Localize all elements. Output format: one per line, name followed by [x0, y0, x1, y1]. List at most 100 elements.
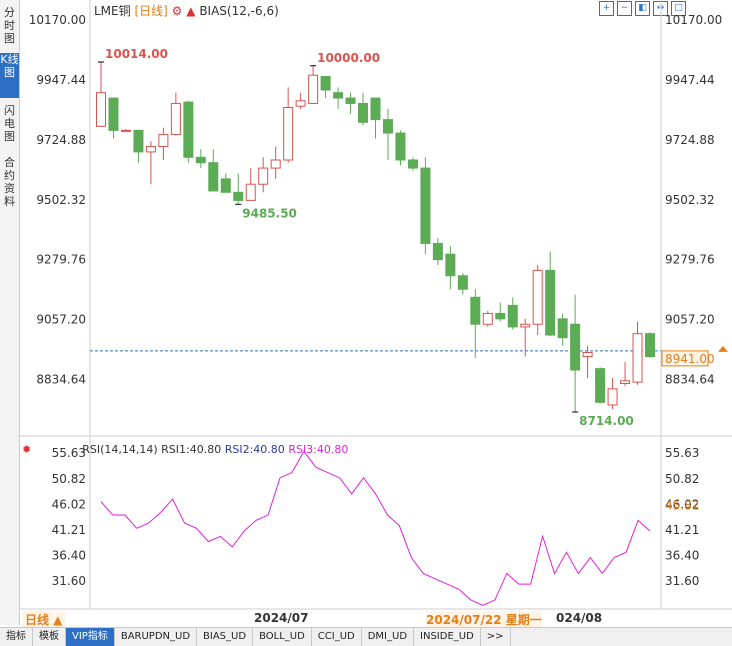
time-axis: 日线 ▲ 2024/07 2024/07/22 星期一 024/08	[19, 609, 732, 628]
candle-body[interactable]	[582, 352, 593, 358]
rsi-tick-right: 31.60	[665, 574, 699, 588]
price-tick-right: 9502.32	[665, 193, 715, 207]
candle-body[interactable]	[620, 380, 631, 384]
rsi-tick-right: 41.21	[665, 523, 699, 537]
candle-body[interactable]	[358, 102, 369, 123]
annotation-label: 8714.00	[579, 414, 634, 428]
rsi-tick-left: 55.63	[52, 446, 86, 460]
tab-inside[interactable]: INSIDE_UD	[414, 628, 481, 646]
candle-body[interactable]	[495, 312, 506, 320]
sidebar: 分时图 K线图 闪电图 合约资料	[0, 0, 20, 625]
candle-body[interactable]	[557, 318, 568, 339]
candle-body[interactable]	[183, 101, 194, 158]
candle-body[interactable]	[520, 323, 531, 328]
candle-body[interactable]	[258, 167, 269, 185]
candle-body[interactable]	[208, 162, 219, 192]
symbol-label: LME铜	[94, 4, 131, 18]
rsi-tick-left: 41.21	[52, 523, 86, 537]
candle-body[interactable]	[245, 183, 256, 201]
candle-body[interactable]	[133, 129, 144, 153]
sidebar-tab-timeshare[interactable]: 分时图	[4, 6, 15, 45]
price-chart[interactable]: 10170.00 10170.00 9947.44 9947.44 9724.88 972…	[0, 0, 732, 627]
rsi-tick-right: 36.40	[665, 548, 699, 562]
rsi-crosshair-icon[interactable]: ✹	[22, 443, 32, 456]
zoom-out-icon[interactable]: −	[617, 1, 632, 16]
tab-bias[interactable]: BIAS_UD	[197, 628, 254, 646]
period-label[interactable]: [日线]	[134, 4, 168, 18]
candle-body[interactable]	[645, 333, 655, 358]
candle-body[interactable]	[445, 253, 456, 277]
tab-boll[interactable]: BOLL_UD	[253, 628, 312, 646]
rsi2-label: RSI2:40.80	[224, 443, 285, 456]
price-tick-left: 9057.20	[36, 313, 86, 327]
sidebar-tab-contract[interactable]: 合约资料	[4, 156, 15, 208]
fullscreen-icon[interactable]: □	[671, 1, 686, 16]
sidebar-tab-kline[interactable]: K线图	[0, 53, 19, 98]
sidebar-tab-flash[interactable]: 闪电图	[4, 104, 15, 143]
candle-body[interactable]	[532, 269, 543, 325]
candle-body[interactable]	[96, 92, 106, 127]
chart-header: LME铜 [日线] ⚙ ▲ BIAS(12,-6,6)	[94, 2, 279, 19]
tab-cci[interactable]: CCI_UD	[312, 628, 362, 646]
candle-body[interactable]	[607, 388, 618, 406]
rsi-tick-right: 50.82	[665, 472, 699, 486]
candle-body[interactable]	[108, 97, 119, 131]
settings-icon[interactable]: ⚙	[171, 4, 183, 18]
candle-body[interactable]	[170, 102, 181, 135]
candle-body[interactable]	[457, 275, 468, 290]
candle-body[interactable]	[432, 242, 443, 261]
period-toggle-button[interactable]: 日线 ▲	[22, 611, 66, 628]
rsi1-label: RSI1:40.80	[161, 443, 222, 456]
price-tick-right: 10170.00	[665, 13, 722, 27]
indicator-label[interactable]: BIAS(12,-6,6)	[199, 4, 279, 18]
cursor-date: 2024/07/22 星期一	[426, 611, 542, 628]
pan-icon[interactable]: ◧	[635, 1, 650, 16]
candle-body[interactable]	[407, 159, 418, 169]
rsi1-line[interactable]	[100, 450, 651, 606]
price-tick-left: 9279.76	[36, 253, 86, 267]
date-tick-2: 024/08	[556, 611, 603, 625]
candle-body[interactable]	[632, 333, 643, 383]
candle-body[interactable]	[120, 129, 131, 132]
zoom-in-icon[interactable]: +	[599, 1, 614, 16]
tab-template[interactable]: 模板	[33, 628, 66, 646]
price-marker-icon[interactable]	[718, 345, 728, 352]
price-tick-left: 8834.64	[36, 373, 86, 387]
candle-body[interactable]	[370, 97, 381, 121]
candle-body[interactable]	[308, 74, 319, 104]
candle-body[interactable]	[333, 92, 344, 99]
candle-body[interactable]	[382, 119, 393, 134]
candle-body[interactable]	[507, 304, 518, 328]
candle-body[interactable]	[233, 191, 244, 201]
candle-body[interactable]	[145, 146, 156, 153]
tab-dmi[interactable]: DMI_UD	[362, 628, 415, 646]
candle-body[interactable]	[345, 97, 356, 104]
chart-toolbar: + − ◧ ↔ □	[599, 1, 686, 16]
candle-body[interactable]	[320, 76, 331, 91]
price-tick-right: 8834.64	[665, 373, 715, 387]
candle-body[interactable]	[482, 312, 493, 325]
candle-body[interactable]	[470, 296, 481, 325]
candle-body[interactable]	[295, 100, 306, 107]
price-tick-right: 9947.44	[665, 73, 715, 87]
rsi3-label: RSI3:40.80	[288, 443, 349, 456]
tab-vip-indicator[interactable]: VIP指标	[66, 628, 115, 646]
candle-body[interactable]	[595, 368, 606, 403]
rsi-tick-right: 46.02	[665, 497, 699, 511]
candle-body[interactable]	[195, 156, 206, 164]
tab-more[interactable]: >>	[481, 628, 511, 646]
candle-body[interactable]	[395, 132, 406, 161]
candle-body[interactable]	[270, 159, 281, 169]
date-tick-1: 2024/07	[254, 611, 309, 625]
candle-body[interactable]	[420, 167, 431, 244]
tab-indicator[interactable]: 指标	[0, 628, 33, 646]
candle-body[interactable]	[570, 323, 581, 371]
rsi-tick-left: 36.40	[52, 548, 86, 562]
up-arrow-icon[interactable]: ▲	[186, 4, 196, 18]
price-tick-right: 9279.76	[665, 253, 715, 267]
candle-body[interactable]	[220, 178, 231, 193]
candle-body[interactable]	[283, 107, 294, 161]
candle-body[interactable]	[545, 269, 556, 336]
tab-barupdn[interactable]: BARUPDN_UD	[115, 628, 198, 646]
candle-body[interactable]	[158, 133, 169, 148]
